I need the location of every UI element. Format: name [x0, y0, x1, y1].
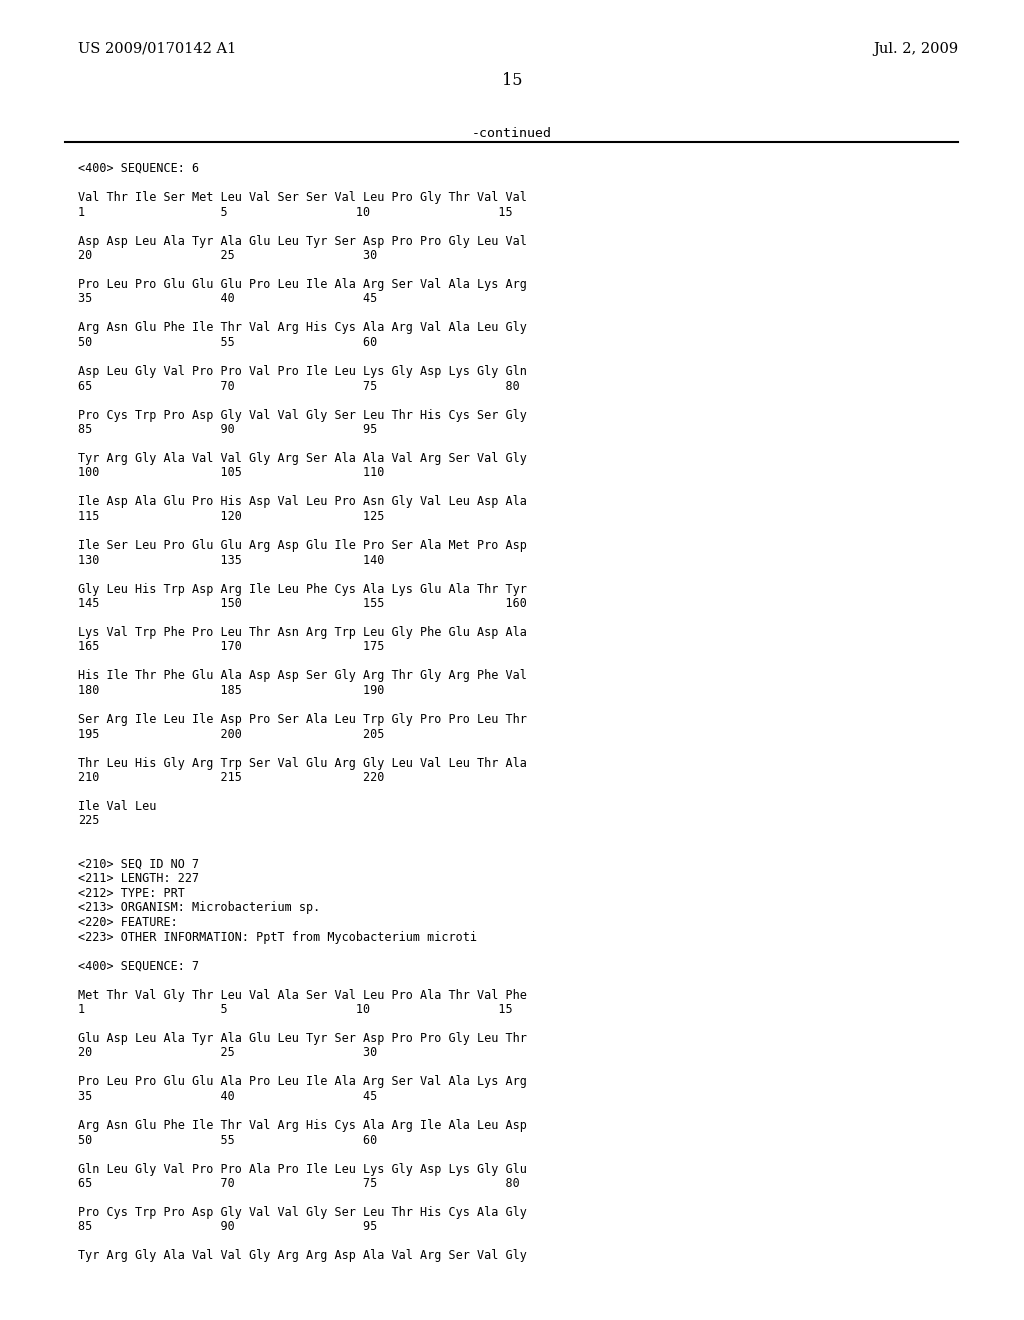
Text: Tyr Arg Gly Ala Val Val Gly Arg Ser Ala Ala Val Arg Ser Val Gly: Tyr Arg Gly Ala Val Val Gly Arg Ser Ala …: [78, 451, 527, 465]
Text: Pro Cys Trp Pro Asp Gly Val Val Gly Ser Leu Thr His Cys Ser Gly: Pro Cys Trp Pro Asp Gly Val Val Gly Ser …: [78, 408, 527, 421]
Text: 85                  90                  95: 85 90 95: [78, 422, 377, 436]
Text: 35                  40                  45: 35 40 45: [78, 1090, 377, 1104]
Text: Pro Leu Pro Glu Glu Ala Pro Leu Ile Ala Arg Ser Val Ala Lys Arg: Pro Leu Pro Glu Glu Ala Pro Leu Ile Ala …: [78, 1076, 527, 1089]
Text: 20                  25                  30: 20 25 30: [78, 1047, 377, 1060]
Text: Arg Asn Glu Phe Ile Thr Val Arg His Cys Ala Arg Val Ala Leu Gly: Arg Asn Glu Phe Ile Thr Val Arg His Cys …: [78, 322, 527, 334]
Text: 180                 185                 190: 180 185 190: [78, 684, 384, 697]
Text: <212> TYPE: PRT: <212> TYPE: PRT: [78, 887, 185, 900]
Text: Met Thr Val Gly Thr Leu Val Ala Ser Val Leu Pro Ala Thr Val Phe: Met Thr Val Gly Thr Leu Val Ala Ser Val …: [78, 989, 527, 1002]
Text: 165                 170                 175: 165 170 175: [78, 640, 384, 653]
Text: <400> SEQUENCE: 7: <400> SEQUENCE: 7: [78, 960, 199, 973]
Text: Asp Leu Gly Val Pro Pro Val Pro Ile Leu Lys Gly Asp Lys Gly Gln: Asp Leu Gly Val Pro Pro Val Pro Ile Leu …: [78, 366, 527, 378]
Text: 35                  40                  45: 35 40 45: [78, 293, 377, 305]
Text: 225: 225: [78, 814, 99, 828]
Text: 100                 105                 110: 100 105 110: [78, 466, 384, 479]
Text: -continued: -continued: [472, 127, 552, 140]
Text: 195                 200                 205: 195 200 205: [78, 727, 384, 741]
Text: 20                  25                  30: 20 25 30: [78, 249, 377, 261]
Text: Gly Leu His Trp Asp Arg Ile Leu Phe Cys Ala Lys Glu Ala Thr Tyr: Gly Leu His Trp Asp Arg Ile Leu Phe Cys …: [78, 582, 527, 595]
Text: Pro Cys Trp Pro Asp Gly Val Val Gly Ser Leu Thr His Cys Ala Gly: Pro Cys Trp Pro Asp Gly Val Val Gly Ser …: [78, 1206, 527, 1218]
Text: <400> SEQUENCE: 6: <400> SEQUENCE: 6: [78, 162, 199, 176]
Text: <213> ORGANISM: Microbacterium sp.: <213> ORGANISM: Microbacterium sp.: [78, 902, 321, 915]
Text: <210> SEQ ID NO 7: <210> SEQ ID NO 7: [78, 858, 199, 871]
Text: Val Thr Ile Ser Met Leu Val Ser Ser Val Leu Pro Gly Thr Val Val: Val Thr Ile Ser Met Leu Val Ser Ser Val …: [78, 191, 527, 205]
Text: 65                  70                  75                  80: 65 70 75 80: [78, 380, 520, 392]
Text: Tyr Arg Gly Ala Val Val Gly Arg Arg Asp Ala Val Arg Ser Val Gly: Tyr Arg Gly Ala Val Val Gly Arg Arg Asp …: [78, 1250, 527, 1262]
Text: 210                 215                 220: 210 215 220: [78, 771, 384, 784]
Text: 50                  55                  60: 50 55 60: [78, 1134, 377, 1147]
Text: Asp Asp Leu Ala Tyr Ala Glu Leu Tyr Ser Asp Pro Pro Gly Leu Val: Asp Asp Leu Ala Tyr Ala Glu Leu Tyr Ser …: [78, 235, 527, 248]
Text: 50                  55                  60: 50 55 60: [78, 337, 377, 348]
Text: 1                   5                  10                  15: 1 5 10 15: [78, 1003, 513, 1016]
Text: Ile Ser Leu Pro Glu Glu Arg Asp Glu Ile Pro Ser Ala Met Pro Asp: Ile Ser Leu Pro Glu Glu Arg Asp Glu Ile …: [78, 539, 527, 552]
Text: 15: 15: [502, 73, 522, 88]
Text: Ile Val Leu: Ile Val Leu: [78, 800, 157, 813]
Text: 1                   5                  10                  15: 1 5 10 15: [78, 206, 513, 219]
Text: Glu Asp Leu Ala Tyr Ala Glu Leu Tyr Ser Asp Pro Pro Gly Leu Thr: Glu Asp Leu Ala Tyr Ala Glu Leu Tyr Ser …: [78, 1032, 527, 1045]
Text: His Ile Thr Phe Glu Ala Asp Asp Ser Gly Arg Thr Gly Arg Phe Val: His Ile Thr Phe Glu Ala Asp Asp Ser Gly …: [78, 669, 527, 682]
Text: 145                 150                 155                 160: 145 150 155 160: [78, 597, 527, 610]
Text: <211> LENGTH: 227: <211> LENGTH: 227: [78, 873, 199, 886]
Text: US 2009/0170142 A1: US 2009/0170142 A1: [78, 42, 237, 55]
Text: 130                 135                 140: 130 135 140: [78, 553, 384, 566]
Text: 85                  90                  95: 85 90 95: [78, 1221, 377, 1233]
Text: Arg Asn Glu Phe Ile Thr Val Arg His Cys Ala Arg Ile Ala Leu Asp: Arg Asn Glu Phe Ile Thr Val Arg His Cys …: [78, 1119, 527, 1133]
Text: Jul. 2, 2009: Jul. 2, 2009: [872, 42, 958, 55]
Text: Gln Leu Gly Val Pro Pro Ala Pro Ile Leu Lys Gly Asp Lys Gly Glu: Gln Leu Gly Val Pro Pro Ala Pro Ile Leu …: [78, 1163, 527, 1176]
Text: Thr Leu His Gly Arg Trp Ser Val Glu Arg Gly Leu Val Leu Thr Ala: Thr Leu His Gly Arg Trp Ser Val Glu Arg …: [78, 756, 527, 770]
Text: <220> FEATURE:: <220> FEATURE:: [78, 916, 178, 929]
Text: <223> OTHER INFORMATION: PptT from Mycobacterium microti: <223> OTHER INFORMATION: PptT from Mycob…: [78, 931, 477, 944]
Text: Lys Val Trp Phe Pro Leu Thr Asn Arg Trp Leu Gly Phe Glu Asp Ala: Lys Val Trp Phe Pro Leu Thr Asn Arg Trp …: [78, 626, 527, 639]
Text: Ser Arg Ile Leu Ile Asp Pro Ser Ala Leu Trp Gly Pro Pro Leu Thr: Ser Arg Ile Leu Ile Asp Pro Ser Ala Leu …: [78, 713, 527, 726]
Text: Pro Leu Pro Glu Glu Glu Pro Leu Ile Ala Arg Ser Val Ala Lys Arg: Pro Leu Pro Glu Glu Glu Pro Leu Ile Ala …: [78, 279, 527, 290]
Text: 115                 120                 125: 115 120 125: [78, 510, 384, 523]
Text: 65                  70                  75                  80: 65 70 75 80: [78, 1177, 520, 1191]
Text: Ile Asp Ala Glu Pro His Asp Val Leu Pro Asn Gly Val Leu Asp Ala: Ile Asp Ala Glu Pro His Asp Val Leu Pro …: [78, 495, 527, 508]
